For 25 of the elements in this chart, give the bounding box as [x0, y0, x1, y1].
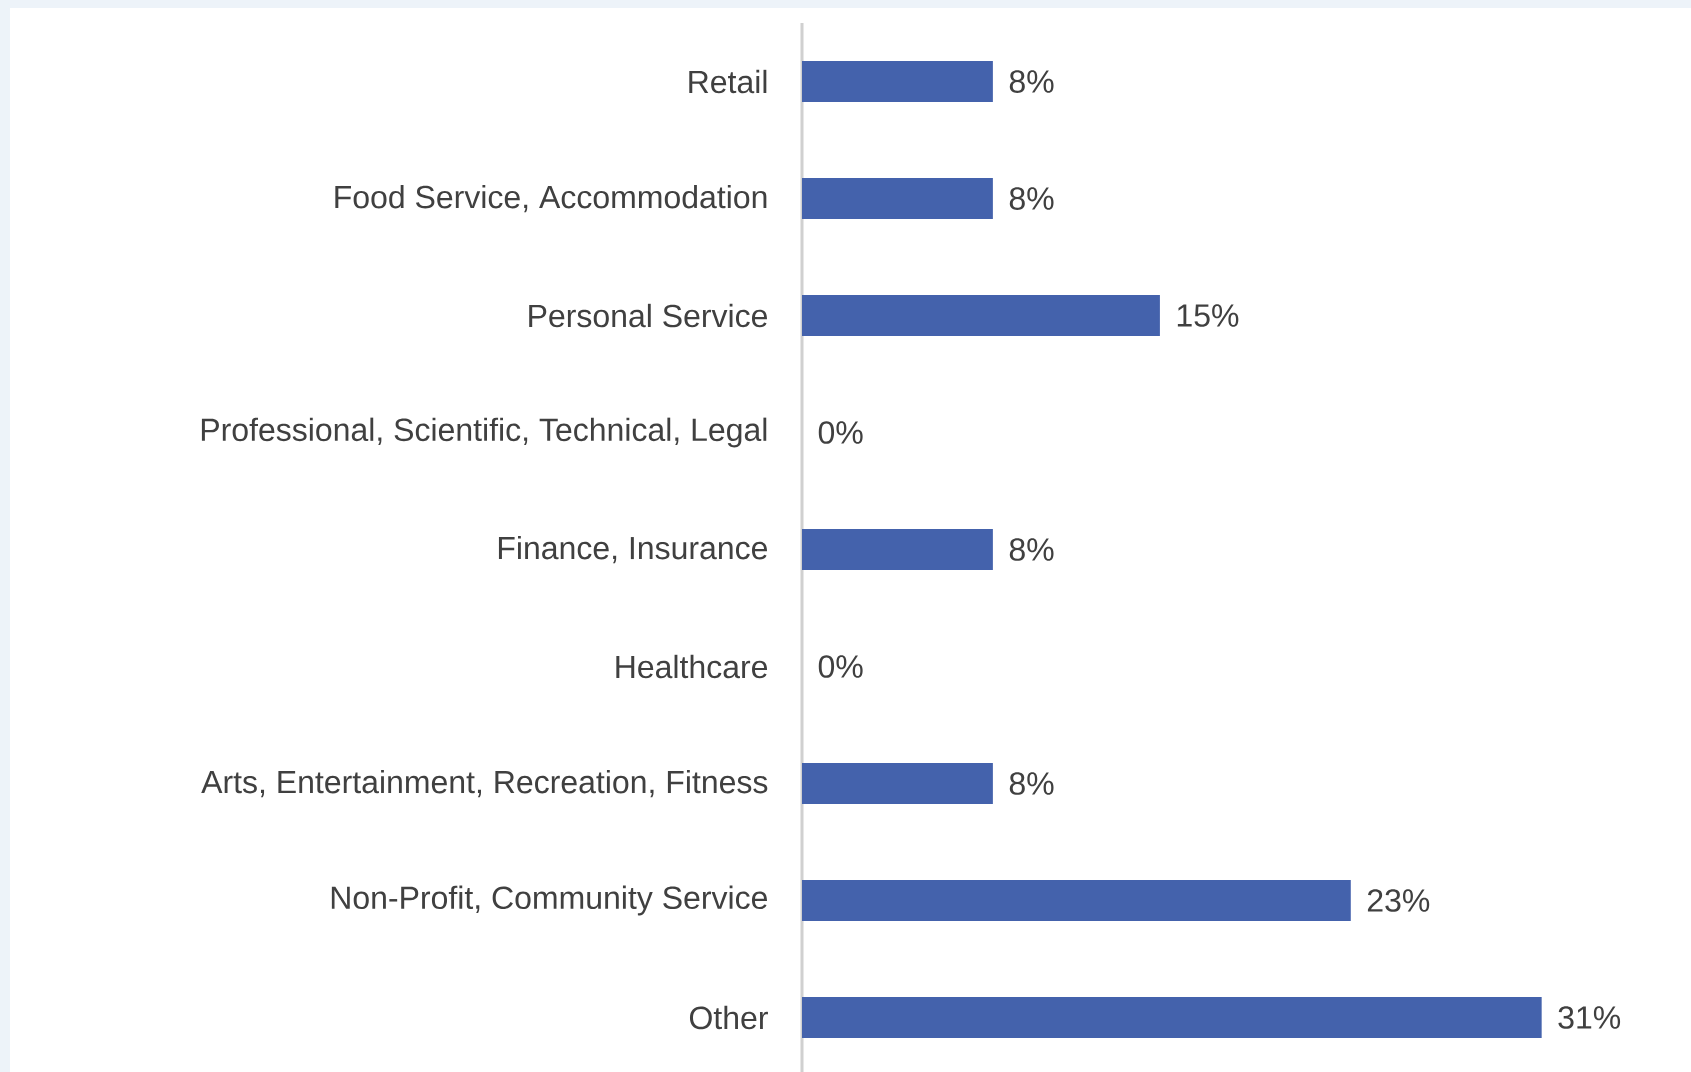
y-tick-label: Finance, Insurance — [498, 535, 767, 564]
bar — [802, 529, 993, 571]
y-tick-label: Other — [689, 1005, 768, 1030]
bar — [802, 295, 1160, 337]
data-label: 8% — [1009, 187, 1054, 210]
data-label: 15% — [1177, 304, 1239, 327]
bar — [802, 997, 1542, 1039]
data-label: 31% — [1558, 1006, 1621, 1029]
y-tick-label: Healthcare — [616, 654, 768, 679]
bar — [802, 880, 1351, 922]
data-label: 8% — [1009, 538, 1054, 561]
y-tick-label: Arts, Entertainment, Recreation, Fitness — [201, 769, 768, 798]
bar — [802, 178, 993, 220]
y-tick-label: Personal Service — [529, 303, 767, 328]
y-tick-label: Professional, Scientific, Technical, Legal — [201, 417, 767, 448]
y-tick-label: Retail — [689, 69, 767, 94]
data-label: 8% — [1009, 772, 1054, 795]
data-label: 0% — [818, 421, 863, 444]
data-label: 23% — [1367, 889, 1430, 912]
bar — [802, 763, 993, 805]
bar — [802, 61, 993, 103]
data-label: 8% — [1009, 70, 1054, 93]
data-label: 0% — [818, 655, 863, 678]
y-tick-label: Non-Profit, Community Service — [331, 885, 767, 916]
y-tick-label: Food Service, Accommodation — [335, 184, 767, 213]
